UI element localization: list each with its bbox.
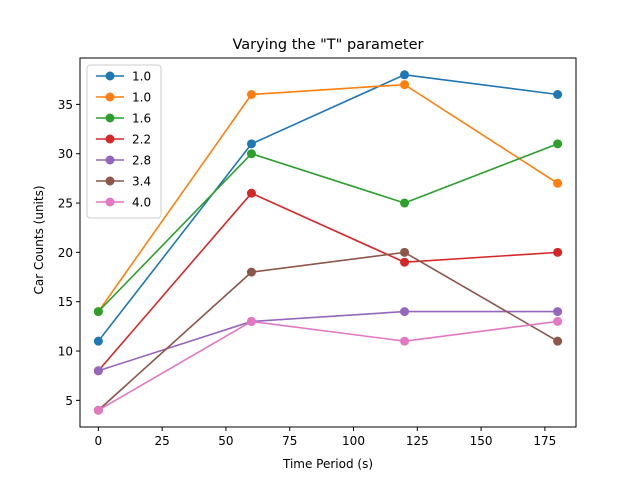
- data-point: [93, 366, 103, 376]
- legend-item: 2.8: [96, 154, 151, 168]
- series-4: [93, 307, 563, 376]
- legend-marker: [105, 155, 115, 165]
- legend-item: 1.0: [96, 91, 151, 105]
- legend-label: 1.0: [132, 91, 151, 105]
- x-tick-label: 25: [155, 434, 170, 448]
- series-line: [97, 143, 558, 313]
- legend-item: 3.4: [96, 175, 151, 189]
- series-line: [97, 320, 558, 411]
- x-tick-label: 125: [406, 434, 429, 448]
- legend-item: 4.0: [96, 196, 151, 210]
- legend: 1.0 1.0 1.6 2.2 2.8 3.4 4.0: [86, 64, 162, 219]
- legend-marker: [105, 197, 115, 207]
- data-point: [553, 316, 563, 326]
- series-5: [93, 247, 563, 415]
- series-line: [97, 83, 559, 313]
- data-point: [553, 336, 563, 346]
- x-tick-label: 175: [533, 434, 556, 448]
- y-tick-label: 15: [58, 295, 73, 309]
- data-point: [246, 90, 256, 100]
- series-group: [93, 70, 563, 415]
- y-tick-label: 20: [58, 246, 73, 260]
- legend-label: 2.2: [132, 133, 151, 147]
- data-point: [400, 257, 410, 267]
- legend-label: 4.0: [132, 196, 151, 210]
- legend-marker: [105, 92, 115, 102]
- data-point: [400, 80, 410, 90]
- x-tick-label: 0: [95, 434, 103, 448]
- data-point: [246, 188, 256, 198]
- series-2: [93, 139, 563, 317]
- legend-item: 2.2: [96, 133, 151, 147]
- data-point: [553, 307, 563, 317]
- series-6: [93, 316, 563, 415]
- data-point: [400, 307, 410, 317]
- data-point: [246, 316, 256, 326]
- x-axis: 0 25 50 75 100 125 150 175: [95, 427, 556, 448]
- legend-item: 1.0: [96, 70, 151, 84]
- legend-label: 2.8: [132, 154, 151, 168]
- data-point: [400, 247, 410, 257]
- data-point: [246, 149, 256, 159]
- data-point: [246, 139, 256, 149]
- data-point: [246, 267, 256, 277]
- data-point: [400, 336, 410, 346]
- legend-label: 1.6: [132, 112, 151, 126]
- legend-box: [86, 64, 162, 219]
- x-tick-label: 75: [282, 434, 297, 448]
- x-tick-label: 50: [218, 434, 233, 448]
- data-point: [400, 198, 410, 208]
- legend-marker: [105, 134, 115, 144]
- data-point: [400, 70, 410, 80]
- data-point: [93, 405, 103, 415]
- y-tick-label: 35: [58, 98, 73, 112]
- legend-item: 1.6: [96, 112, 151, 126]
- x-tick-label: 100: [342, 434, 365, 448]
- series-0: [93, 70, 563, 346]
- plot-frame: [79, 57, 577, 428]
- data-point: [553, 178, 563, 188]
- series-line: [97, 73, 558, 342]
- data-point: [553, 139, 563, 149]
- data-point: [93, 336, 103, 346]
- y-axis-label: Car Counts (units): [32, 185, 46, 294]
- y-tick-label: 30: [58, 147, 73, 161]
- plot-area: [79, 57, 577, 428]
- y-axis: 5 10 15 20 25 30 35: [58, 98, 80, 408]
- legend-marker: [105, 71, 115, 81]
- y-tick-label: 5: [65, 394, 73, 408]
- series-line: [97, 192, 558, 372]
- data-point: [553, 247, 563, 257]
- y-tick-label: 25: [58, 197, 73, 211]
- y-tick-label: 10: [58, 345, 73, 359]
- series-line: [98, 310, 558, 372]
- legend-label: 3.4: [132, 175, 151, 189]
- legend-label: 1.0: [132, 70, 151, 84]
- x-axis-label: Time Period (s): [282, 457, 373, 471]
- legend-marker: [105, 113, 115, 123]
- data-point: [553, 90, 563, 100]
- chart-title: Varying the "T" parameter: [232, 37, 423, 53]
- legend-marker: [105, 176, 115, 186]
- x-tick-label: 150: [470, 434, 493, 448]
- series-line: [97, 251, 559, 411]
- data-point: [93, 307, 103, 317]
